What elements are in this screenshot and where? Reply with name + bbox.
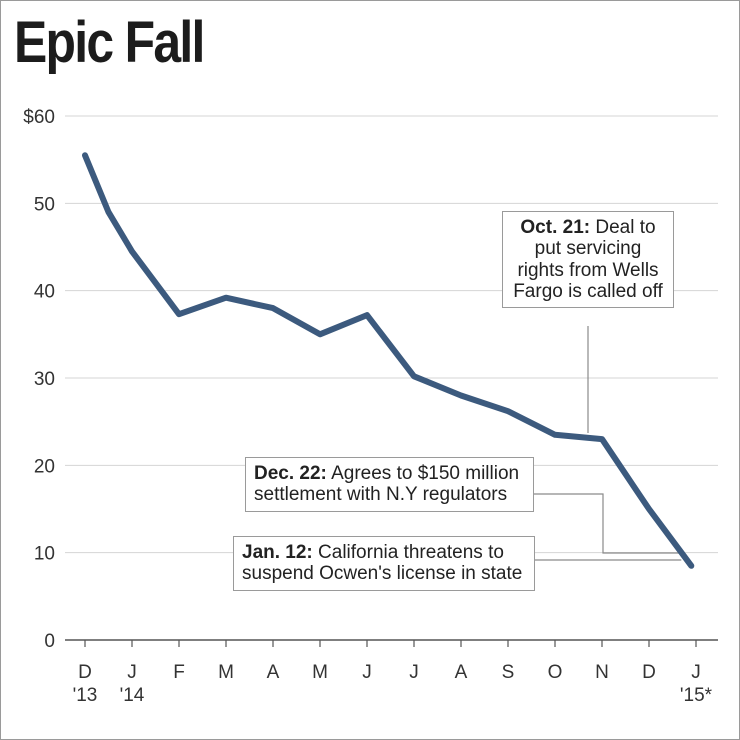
x-tick-label: F [173, 662, 185, 683]
annotation-text: California threatens to [318, 542, 504, 563]
annotation-text: Fargo is called off [513, 280, 663, 302]
y-tick-label: 10 [34, 544, 55, 565]
x-tick-sublabel: '13 [73, 685, 98, 706]
annotation-date: Dec. 22: [254, 463, 327, 484]
annotation-text: Deal to [595, 217, 656, 238]
annotation-date: Jan. 12: [242, 542, 313, 563]
y-axis-labels: $60 50 40 30 20 10 0 [23, 107, 55, 652]
x-tick-label: J [691, 662, 701, 683]
y-tick-label: 30 [34, 369, 55, 390]
annotation-text: suspend Ocwen's license in state [242, 563, 523, 585]
annotation-text: settlement with N.Y regulators [254, 484, 508, 506]
annotation-text: Agrees to $150 million [331, 463, 520, 484]
annotation-text: put servicing [534, 238, 642, 260]
x-tick-label: D [78, 662, 92, 683]
y-tick-label: $60 [23, 107, 55, 128]
annotation-leaders [534, 326, 682, 561]
series-line [82, 152, 695, 569]
annotation-date: Oct. 21: [520, 217, 591, 238]
annotation-text: rights from Wells [517, 259, 659, 281]
annotation-oct-21: Oct. 21: Deal to put servicing rights fr… [502, 211, 674, 309]
annotation-leader [534, 493, 682, 554]
x-tick-label: S [502, 662, 515, 683]
x-tick-label: M [312, 662, 328, 683]
annotation-dec-22: Dec. 22: Agrees to $150 million settleme… [245, 457, 534, 512]
x-tick-sublabel: '14 [120, 685, 145, 706]
x-tick-label: A [267, 662, 280, 683]
y-tick-label: 40 [34, 282, 55, 303]
x-tick-sublabel: '15* [680, 685, 713, 706]
annotation-jan-12: Jan. 12: California threatens to suspend… [233, 536, 535, 591]
chart-title: Epic Fall [14, 10, 205, 75]
x-tick-label: J [127, 662, 137, 683]
x-tick-label: D [642, 662, 656, 683]
x-tick-label: M [218, 662, 234, 683]
y-tick-label: 0 [44, 631, 55, 652]
x-tick-label: J [362, 662, 372, 683]
x-tick-label: N [595, 662, 609, 683]
x-axis: D'13J'14F M A M J J A S O N D J'15* [73, 640, 713, 706]
y-tick-label: 50 [34, 194, 55, 215]
y-tick-label: 20 [34, 456, 55, 477]
x-tick-label: J [409, 662, 419, 683]
x-tick-label: O [548, 662, 563, 683]
x-tick-label: A [455, 662, 468, 683]
series-group [82, 152, 695, 569]
